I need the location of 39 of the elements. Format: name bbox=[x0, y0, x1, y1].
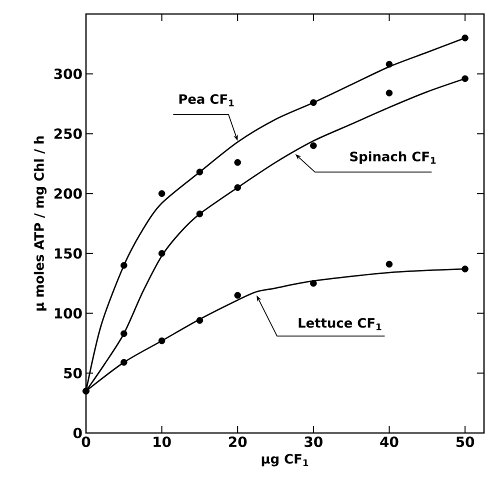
point bbox=[120, 262, 128, 269]
y-tick-label: 250 bbox=[54, 128, 82, 139]
point bbox=[386, 260, 393, 268]
x-tick-label: 20 bbox=[229, 436, 247, 448]
x-tick-label: 30 bbox=[304, 436, 322, 448]
x-tick-label: 0 bbox=[82, 436, 90, 448]
point bbox=[120, 330, 128, 338]
y-tick-label: 50 bbox=[64, 368, 82, 378]
point bbox=[158, 337, 166, 344]
point bbox=[158, 190, 166, 197]
point bbox=[196, 317, 204, 324]
point bbox=[310, 142, 317, 150]
point bbox=[234, 292, 242, 299]
point bbox=[158, 250, 166, 257]
x-axis-title: μg CF$_{1}$ bbox=[262, 454, 308, 466]
series-label: Spinach CF$_{1}$ bbox=[350, 151, 436, 164]
x-tick-label: 40 bbox=[380, 436, 398, 448]
text: Pea CF$_{1}$ bbox=[179, 94, 234, 106]
point bbox=[462, 34, 468, 42]
point bbox=[234, 159, 242, 166]
y-tick-label: 300 bbox=[54, 68, 82, 80]
point bbox=[120, 358, 128, 366]
y-tick-label: 200 bbox=[54, 188, 82, 199]
y-axis-title: μ moles ATP / mg Chl / h bbox=[34, 136, 47, 311]
point bbox=[196, 168, 204, 176]
y-tick-label: 100 bbox=[54, 308, 82, 319]
point bbox=[462, 75, 468, 82]
point bbox=[386, 90, 393, 96]
point bbox=[234, 184, 242, 191]
point bbox=[310, 280, 317, 287]
x-tick-label: 10 bbox=[154, 436, 171, 448]
y-tick-label: 150 bbox=[54, 248, 82, 259]
y-tick-label: 0 bbox=[73, 428, 82, 438]
point bbox=[196, 210, 204, 218]
point bbox=[310, 99, 317, 106]
x-tick-label: 50 bbox=[456, 436, 474, 448]
point bbox=[386, 60, 393, 68]
point bbox=[462, 266, 468, 272]
text: Lettuce CF$_{1}$ bbox=[298, 318, 382, 330]
